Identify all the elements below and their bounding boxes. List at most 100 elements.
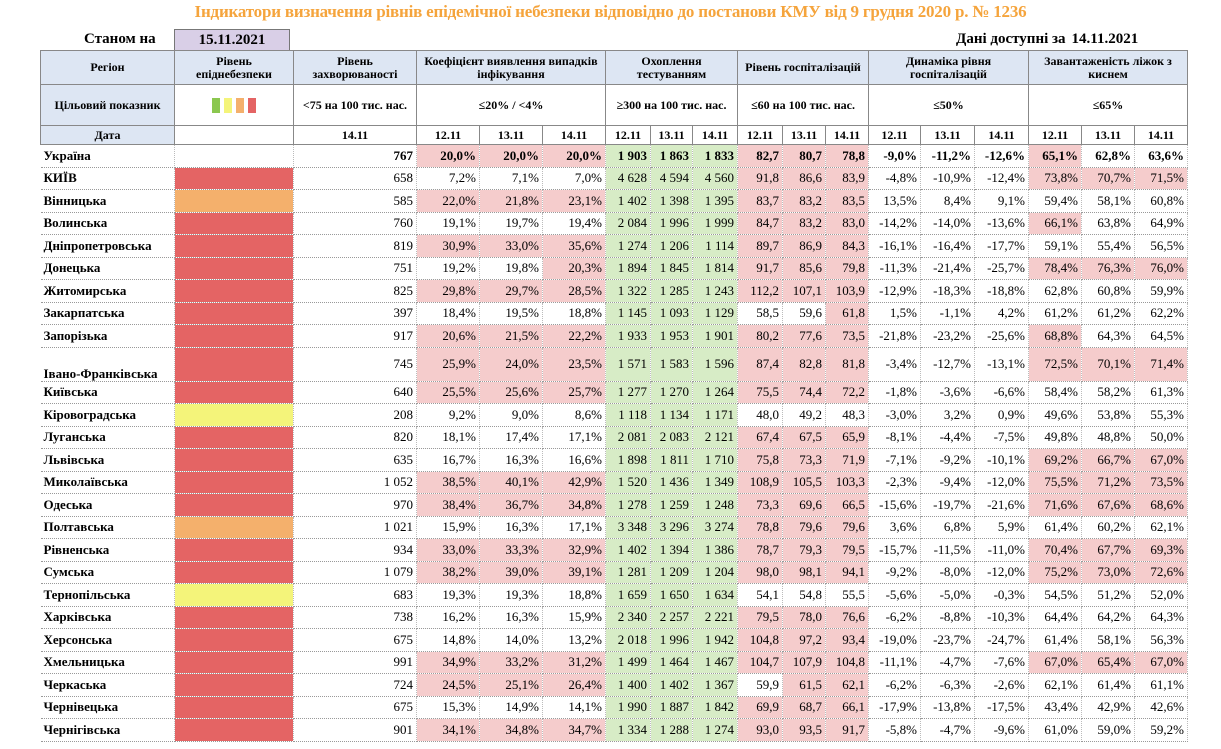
detection-value: 16,7% [416,448,480,472]
hospitalization-value: 66,5 [825,493,869,517]
detection-value: 25,9% [416,347,480,382]
hospitalization-value: 104,7 [737,651,783,674]
level-indicator [174,538,294,562]
testing-value: 1 953 [650,324,693,348]
oxygen-beds-value: 58,2% [1081,381,1135,404]
target-testing: ≥300 на 100 тис. нас. [605,84,738,126]
oxygen-beds-value: 48,8% [1081,426,1135,449]
region-name: Сумська [40,561,175,584]
testing-value: 1 281 [605,561,651,584]
oxygen-beds-value: 67,7% [1081,538,1135,562]
testing-value: 1 710 [692,448,738,472]
table-row: Запорізька 917 20,6% 21,5% 22,2% 1 933 1 953 1 … [40,324,1188,348]
oxygen-beds-value: 59,1% [1028,234,1082,258]
hospitalization-value: 98,1 [782,561,826,584]
testing-value: 4 560 [692,167,738,190]
detection-value: 38,4% [416,493,480,517]
hosp-dynamics-value: 1,5% [868,302,921,325]
ukraine-row: Україна 767 20,0% 20,0% 20,0% 1 903 1 863 1 833… [40,144,1188,168]
hosp-dynamics-value: -2,3% [868,471,921,494]
detection-value: 7,2% [416,167,480,190]
hospitalization-value: 104,8 [825,651,869,674]
table-row: Миколаївська 1 052 38,5% 40,1% 42,9% 1 520 1 4… [40,471,1188,494]
hospitalization-value: 78,8 [737,516,783,539]
incidence-value: 1 052 [293,471,417,494]
incidence-value: 825 [293,279,417,303]
testing-value: 1 093 [650,302,693,325]
oxygen-beds-value: 52,0% [1134,583,1188,607]
table-row: Тернопільська 683 19,3% 19,3% 18,8% 1 659 1 65… [40,583,1188,607]
hosp-dynamics-value: -5,6% [868,583,921,607]
hosp-dynamics-value: -11,2% [920,144,975,168]
region-name: Кіровоградська [40,403,175,427]
testing-value: 1 145 [605,302,651,325]
hosp-dynamics-value: -3,6% [920,381,975,404]
region-name: Харківська [40,606,175,629]
hospitalization-value: 76,6 [825,606,869,629]
hospitalization-value: 83,0 [825,212,869,235]
testing-value: 4 628 [605,167,651,190]
oxygen-beds-value: 70,1% [1081,347,1135,382]
indicators-table: Регіон Рівень епіднебезпеки Рівень захво… [40,50,1188,742]
detection-value: 30,9% [416,234,480,258]
testing-value: 1 171 [692,403,738,427]
detection-value: 13,2% [542,628,606,652]
hospitalization-value: 80,2 [737,324,783,348]
hospitalization-value: 83,9 [825,167,869,190]
oxygen-beds-value: 71,5% [1134,167,1188,190]
oxygen-beds-value: 61,1% [1134,673,1188,697]
testing-value: 1 898 [605,448,651,472]
hospitalization-value: 74,4 [782,381,826,404]
hospitalization-value: 73,5 [825,324,869,348]
table-row: Одеська 970 38,4% 36,7% 34,8% 1 278 1 259 1 248… [40,493,1188,517]
hospitalization-value: 89,7 [737,234,783,258]
hosp-dynamics-value: -9,2% [868,561,921,584]
header-hosp-dynamics: Динаміка рівня госпіталізацій [868,50,1029,85]
oxygen-beds-value: 78,4% [1028,257,1082,280]
hospitalization-value: 79,5 [825,538,869,562]
hospitalization-value: 69,9 [737,696,783,719]
hospitalization-value: 48,0 [737,403,783,427]
detection-value: 15,9% [542,606,606,629]
testing-value: 1 996 [650,628,693,652]
hospitalization-value: 66,1 [825,696,869,719]
region-name: Львівська [40,448,175,472]
oxygen-beds-value: 63,6% [1134,144,1188,168]
hospitalization-value: 48,3 [825,403,869,427]
hospitalization-value: 103,9 [825,279,869,303]
oxygen-beds-value: 76,3% [1081,257,1135,280]
testing-value: 1 467 [692,651,738,674]
detection-value: 19,8% [479,257,543,280]
hosp-dynamics-value: -23,2% [920,324,975,348]
testing-value: 1 402 [605,538,651,562]
hospitalization-value: 87,4 [737,347,783,382]
hosp-dynamics-value: -13,8% [920,696,975,719]
hosp-dynamics-value: 3,6% [868,516,921,539]
oxygen-beds-value: 58,1% [1081,628,1135,652]
table-row: Вінницька 585 22,0% 21,8% 23,1% 1 402 1 398 1 3… [40,189,1188,213]
detection-value: 42,9% [542,471,606,494]
hosp-dynamics-value: -21,8% [868,324,921,348]
table-row: Полтавська 1 021 15,9% 16,3% 17,1% 3 348 3 296… [40,516,1188,539]
detection-value: 19,1% [416,212,480,235]
table-row: Київська 640 25,5% 25,6% 25,7% 1 277 1 270 1 26… [40,381,1188,404]
level-indicator [174,718,294,742]
incidence-value: 751 [293,257,417,280]
hospitalization-value: 83,2 [782,212,826,235]
oxygen-beds-value: 53,8% [1081,403,1135,427]
hosp-dynamics-value: -8,1% [868,426,921,449]
detection-value: 16,3% [479,516,543,539]
hospitalization-value: 79,5 [737,606,783,629]
date-header: 14.11 [542,125,606,145]
date-header: 14.11 [1134,125,1188,145]
oxygen-beds-value: 62,1% [1134,516,1188,539]
hospitalization-value: 77,6 [782,324,826,348]
detection-value: 7,0% [542,167,606,190]
hospitalization-value: 107,1 [782,279,826,303]
table-row: Черкаська 724 24,5% 25,1% 26,4% 1 400 1 402 1 3… [40,673,1188,697]
hosp-dynamics-value: -6,3% [920,673,975,697]
table-row: Харківська 738 16,2% 16,3% 15,9% 2 340 2 257 2 … [40,606,1188,629]
hospitalization-value: 54,1 [737,583,783,607]
table-row: Житомирська 825 29,8% 29,7% 28,5% 1 322 1 285 1… [40,279,1188,303]
legend-swatch [248,97,256,113]
